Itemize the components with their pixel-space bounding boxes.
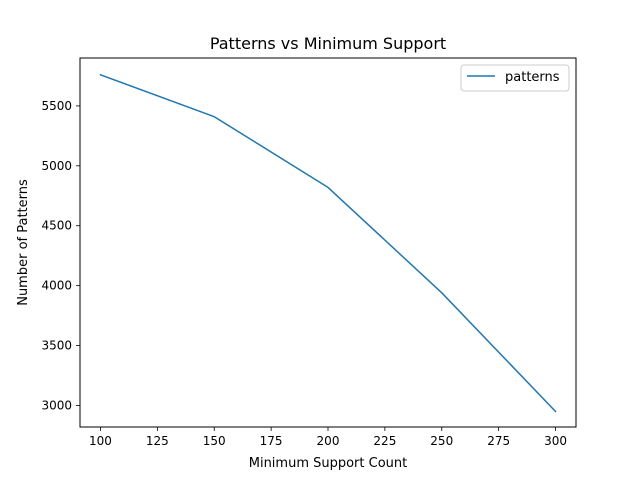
x-tick-label: 275 <box>487 434 510 448</box>
legend-label: patterns <box>505 70 560 85</box>
plot-area: 100 125 150 175 200 225 250 275 300 3000 3500 4000 4… <box>41 57 577 448</box>
data-point <box>327 187 329 189</box>
chart-title: Patterns vs Minimum Support <box>210 34 446 53</box>
legend-box <box>460 64 570 92</box>
y-tick-label: 4000 <box>41 279 72 293</box>
series-line-patterns <box>99 73 557 413</box>
x-tick-label: 250 <box>430 434 453 448</box>
x-tick-label: 125 <box>146 434 169 448</box>
data-point <box>441 292 443 294</box>
data-point <box>213 116 215 118</box>
x-tick-label: 100 <box>89 434 112 448</box>
y-axis-label: Number of Patterns <box>16 179 31 306</box>
y-tick-label: 5000 <box>41 159 72 173</box>
data-point <box>100 74 102 76</box>
x-tick-label: 175 <box>260 434 283 448</box>
plot-frame <box>79 57 577 428</box>
x-tick-label: 200 <box>317 434 340 448</box>
legend: patterns <box>460 64 570 92</box>
y-tick-label: 4500 <box>41 219 72 233</box>
x-axis-label: Minimum Support Count <box>249 456 408 471</box>
y-tick-label: 3500 <box>41 339 72 353</box>
data-point <box>555 411 557 413</box>
x-tick-label: 225 <box>373 434 396 448</box>
y-tick-label: 5500 <box>41 99 72 113</box>
y-tick-label: 3000 <box>41 398 72 412</box>
x-tick-label: 150 <box>203 434 226 448</box>
x-tick-label: 300 <box>544 434 567 448</box>
